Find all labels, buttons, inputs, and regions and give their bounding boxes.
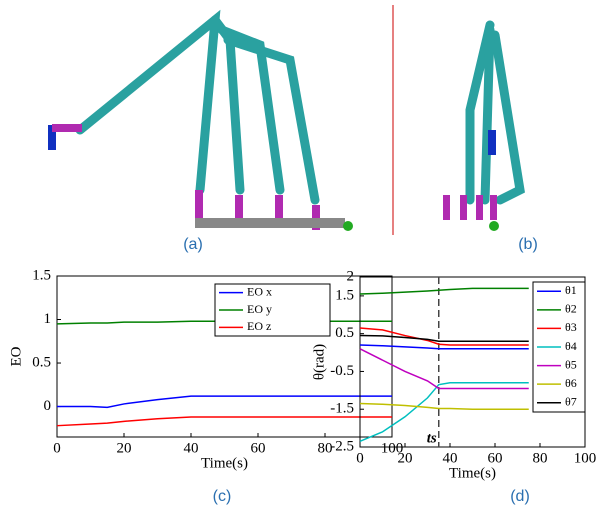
figure-label: (d) <box>510 488 530 505</box>
y-axis-label: EO <box>8 346 24 366</box>
x-axis-label: Time(s) <box>201 455 248 471</box>
y-tick-label: 2 <box>347 268 355 284</box>
figure-label: (b) <box>518 236 538 253</box>
y-tick-label: 0.5 <box>335 325 354 341</box>
x-tick-label: 100 <box>574 450 597 466</box>
figure: (a) (b) (c) (d) 02040608010000.511.5Time… <box>0 0 599 512</box>
y-tick-label: 0 <box>44 398 52 414</box>
y-tick-label: -0.5 <box>330 363 354 379</box>
y-tick-label: 1 <box>44 311 52 327</box>
series-line <box>360 383 529 442</box>
series-line <box>360 288 529 294</box>
x-tick-label: 0 <box>53 440 61 456</box>
y-tick-label: 1.5 <box>335 287 354 303</box>
robot-a <box>48 20 353 231</box>
legend-label: EO y <box>247 302 272 316</box>
x-tick-label: 20 <box>117 440 132 456</box>
y-tick-label: -2.5 <box>330 438 354 454</box>
y-tick-label: -1.5 <box>330 401 354 417</box>
x-tick-label: 0 <box>356 450 364 466</box>
robot-b <box>443 25 520 231</box>
x-tick-label: 40 <box>443 450 458 466</box>
figure-label: (a) <box>183 236 203 253</box>
x-tick-label: 40 <box>184 440 199 456</box>
x-tick-label: 80 <box>533 450 548 466</box>
series-line <box>360 336 529 342</box>
x-tick-label: 60 <box>488 450 503 466</box>
legend-label: θ6 <box>565 376 577 390</box>
legend-label: θ4 <box>565 339 577 353</box>
y-tick-label: 1.5 <box>32 267 51 283</box>
legend-label: θ1 <box>565 283 577 297</box>
x-tick-label: 60 <box>251 440 266 456</box>
legend-label: θ7 <box>565 394 577 408</box>
y-axis-label: θ(rad) <box>311 344 327 380</box>
legend-label: EO x <box>247 284 272 298</box>
legend-label: EO z <box>247 319 271 333</box>
legend-label: θ3 <box>565 320 577 334</box>
x-axis-label: Time(s) <box>449 465 496 481</box>
figure-label: (c) <box>213 488 232 505</box>
legend-label: θ5 <box>565 357 577 371</box>
x-tick-label: 20 <box>398 450 413 466</box>
annotation-label: ts <box>427 430 437 446</box>
series-line <box>360 404 529 410</box>
y-tick-label: 0.5 <box>32 354 51 370</box>
series-line <box>57 417 392 426</box>
legend-label: θ2 <box>565 302 577 316</box>
